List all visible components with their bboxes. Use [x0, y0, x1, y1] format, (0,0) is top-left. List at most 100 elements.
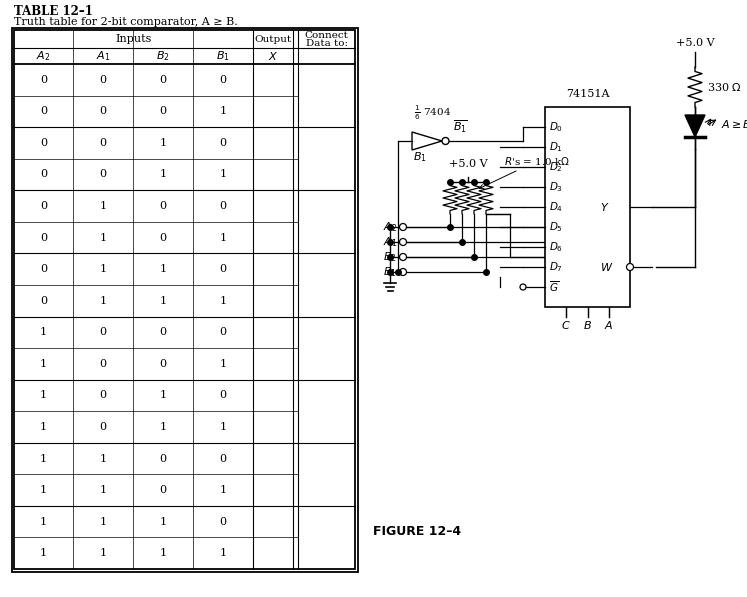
Text: 0: 0 [40, 233, 47, 242]
Text: Inputs: Inputs [115, 34, 152, 44]
Text: 1: 1 [99, 233, 107, 242]
Text: $B_1$: $B_1$ [216, 49, 230, 63]
Text: $A_2$: $A_2$ [37, 49, 51, 63]
Text: 0: 0 [220, 327, 226, 337]
Text: 0: 0 [99, 138, 107, 148]
Text: 1: 1 [220, 233, 226, 242]
Text: 1: 1 [220, 485, 226, 495]
Text: 1: 1 [40, 516, 47, 527]
Circle shape [520, 284, 526, 290]
Text: 1: 1 [220, 170, 226, 180]
Text: 1: 1 [40, 390, 47, 401]
Text: 1: 1 [220, 106, 226, 116]
Text: Data to:: Data to: [306, 38, 347, 48]
Text: 0: 0 [40, 296, 47, 306]
Polygon shape [685, 115, 695, 137]
Text: 1: 1 [99, 296, 107, 306]
Text: 0: 0 [99, 390, 107, 401]
Text: 0: 0 [40, 170, 47, 180]
Text: 1: 1 [159, 264, 167, 274]
Text: 1: 1 [40, 454, 47, 463]
Circle shape [442, 137, 449, 144]
Text: 1: 1 [99, 454, 107, 463]
Text: 0: 0 [99, 106, 107, 116]
Text: $D_2$: $D_2$ [549, 160, 562, 174]
Text: 0: 0 [159, 454, 167, 463]
Text: 0: 0 [220, 516, 226, 527]
Text: $B_2$: $B_2$ [383, 250, 397, 264]
Bar [545, 107, 630, 307]
Text: $A_1$: $A_1$ [382, 235, 397, 249]
Text: Output: Output [255, 35, 291, 44]
Text: $R$'s = 1.0 k$\Omega$: $R$'s = 1.0 k$\Omega$ [480, 155, 570, 189]
Text: $\overline{B_1}$: $\overline{B_1}$ [453, 119, 468, 135]
Text: 0: 0 [40, 138, 47, 148]
Text: 0: 0 [220, 264, 226, 274]
Text: 0: 0 [220, 454, 226, 463]
Text: 0: 0 [220, 390, 226, 401]
Text: TABLE 12–1: TABLE 12–1 [14, 5, 93, 18]
Text: 74151A: 74151A [565, 89, 610, 99]
Text: 1: 1 [220, 548, 226, 558]
Text: 1: 1 [40, 548, 47, 558]
Text: 0: 0 [159, 75, 167, 85]
Text: $B$: $B$ [583, 319, 592, 331]
Text: +5.0 V: +5.0 V [676, 38, 714, 48]
Text: $\overline{G}$: $\overline{G}$ [549, 279, 559, 294]
Text: 1: 1 [159, 422, 167, 432]
Text: 1: 1 [159, 138, 167, 148]
Polygon shape [695, 115, 705, 137]
Text: $D_1$: $D_1$ [549, 140, 563, 154]
Text: 0: 0 [40, 106, 47, 116]
Text: 1: 1 [40, 327, 47, 337]
Text: $C$: $C$ [562, 319, 571, 331]
Text: 0: 0 [99, 75, 107, 85]
Text: 0: 0 [40, 201, 47, 211]
Text: $A \geq B$: $A \geq B$ [721, 118, 747, 130]
Circle shape [400, 254, 406, 260]
Text: 1: 1 [99, 516, 107, 527]
Text: 1: 1 [40, 359, 47, 369]
Text: $A$: $A$ [604, 319, 613, 331]
Text: 0: 0 [159, 327, 167, 337]
Text: Truth table for 2-bit comparator, A ≥ B.: Truth table for 2-bit comparator, A ≥ B. [14, 17, 238, 27]
Text: 0: 0 [159, 359, 167, 369]
Text: 1: 1 [220, 359, 226, 369]
Circle shape [627, 263, 633, 270]
Text: 0: 0 [99, 170, 107, 180]
Text: 0: 0 [40, 75, 47, 85]
Text: 0: 0 [220, 138, 226, 148]
Text: 1: 1 [159, 516, 167, 527]
Text: Connect: Connect [305, 32, 348, 41]
Text: $D_7$: $D_7$ [549, 260, 563, 274]
Text: 1: 1 [99, 201, 107, 211]
Text: 1: 1 [159, 390, 167, 401]
Text: 0: 0 [99, 422, 107, 432]
Text: 0: 0 [40, 264, 47, 274]
Text: 1: 1 [159, 548, 167, 558]
Text: $W$: $W$ [600, 261, 613, 273]
Text: 0: 0 [220, 201, 226, 211]
Text: $Y$: $Y$ [600, 201, 610, 213]
Text: 0: 0 [99, 359, 107, 369]
Text: $B_2$: $B_2$ [156, 49, 170, 63]
Text: FIGURE 12–4: FIGURE 12–4 [373, 525, 461, 538]
Text: 1: 1 [40, 485, 47, 495]
Bar [14, 30, 355, 569]
Text: 1: 1 [220, 422, 226, 432]
Text: $X$: $X$ [268, 50, 278, 62]
Text: $D_5$: $D_5$ [549, 220, 563, 234]
Text: $D_4$: $D_4$ [549, 200, 563, 214]
Text: 330 $\Omega$: 330 $\Omega$ [707, 81, 742, 93]
Text: $A_2$: $A_2$ [382, 220, 397, 234]
Text: $D_3$: $D_3$ [549, 180, 563, 194]
Text: 0: 0 [159, 201, 167, 211]
Text: 0: 0 [99, 327, 107, 337]
Bar [11, 27, 358, 571]
Text: 1: 1 [159, 296, 167, 306]
Text: 1: 1 [159, 170, 167, 180]
Text: 1: 1 [220, 296, 226, 306]
Text: 0: 0 [159, 106, 167, 116]
Text: 0: 0 [220, 75, 226, 85]
Text: $B_1$: $B_1$ [413, 150, 427, 164]
